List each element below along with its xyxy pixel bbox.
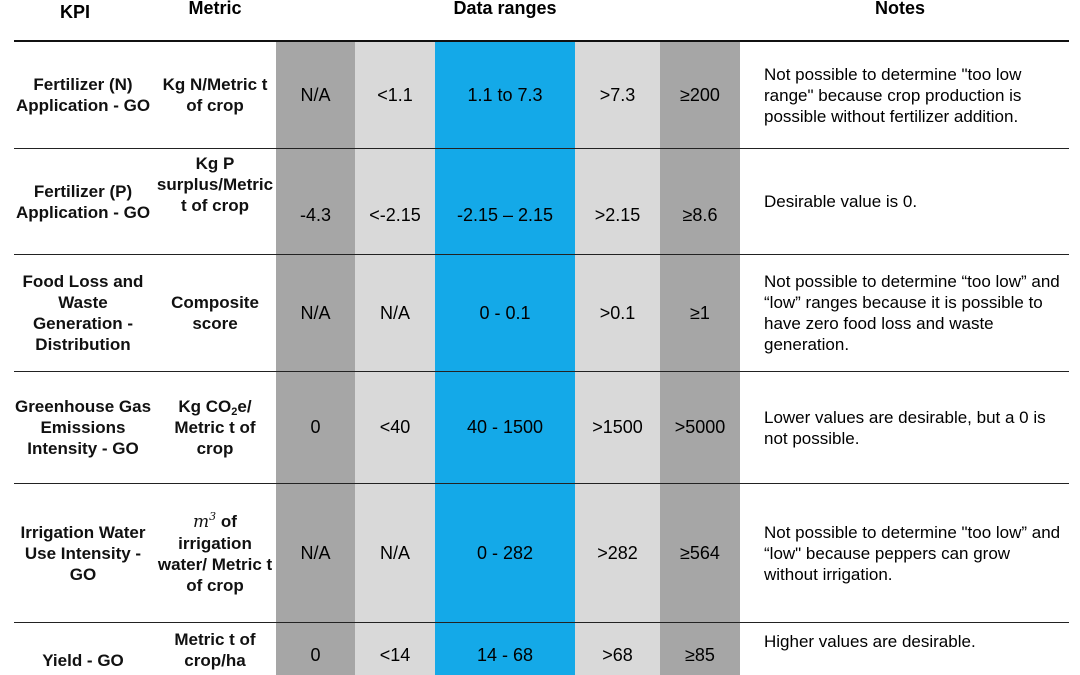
range-cell-1: N/A [276,484,355,622]
range-cell-4: >0.1 [575,255,660,371]
range-cell-5: ≥200 [660,42,740,148]
metric-suffix: e/ Metric t of crop [174,397,256,458]
header-notes: Notes [874,0,925,18]
note-cell: Lower values are desirable, but a 0 is n… [764,407,1046,448]
range-cell-5: ≥85 [660,623,740,675]
kpi-cell: Food Loss and Waste Generation - Distrib… [22,272,144,354]
metric-cell: Kg CO2e/ Metric t of crop [155,372,275,483]
kpi-cell: Fertilizer (N) Application - GO [15,75,151,115]
range-cell-2: <14 [355,623,435,675]
range-cell-1: 0 [276,372,355,483]
header-metric: Metric [188,0,242,18]
metric-text: Kg CO2e/ Metric t of crop [155,396,275,459]
metric-rest: of irrigation water/ Metric t of crop [157,511,273,595]
table-row: Greenhouse Gas Emissions Intensity - GO … [0,372,1080,483]
header-kpi: KPI [59,1,90,22]
kpi-cell: Greenhouse Gas Emissions Intensity - GO [14,397,152,458]
range-cell-5: ≥1 [660,255,740,371]
table-row: Yield - GO Metric t of crop/ha 0 <14 14 … [0,623,1080,675]
range-cell-1: N/A [276,255,355,371]
range-cell-5: >5000 [660,372,740,483]
range-cell-4: >68 [575,623,660,675]
range-cell-4: >1500 [575,372,660,483]
range-cell-2: <-2.15 [355,149,435,254]
range-cell-5: ≥564 [660,484,740,622]
kpi-cell: Fertilizer (P) Application - GO [15,181,151,222]
header-data-ranges: Data ranges [453,0,557,18]
metric-subscript: 2 [231,406,238,418]
metric-cell: Composite score [171,293,259,333]
row-divider [14,622,1069,623]
metric-cell: Kg P surplus/Metric t of crop [156,154,274,215]
range-cell-desirable: 0 - 282 [435,484,575,622]
range-cell-desirable: 14 - 68 [435,623,575,675]
range-cell-4: >7.3 [575,42,660,148]
note-cell: Higher values are desirable. [764,632,976,651]
table-row: Food Loss and Waste Generation - Distrib… [0,255,1080,371]
note-cell: Desirable value is 0. [764,192,918,211]
kpi-cell: Irrigation Water Use Intensity - GO [20,522,146,584]
table-row: Fertilizer (N) Application - GO Kg N/Met… [0,42,1080,148]
range-cell-2: N/A [355,484,435,622]
metric-text: m3 of irrigation water/ Metric t of crop [155,511,275,596]
note-cell: Not possible to determine "too low” and … [764,522,1061,584]
range-cell-2: <1.1 [355,42,435,148]
range-cell-2: <40 [355,372,435,483]
row-divider [14,148,1069,149]
table-row: Fertilizer (P) Application - GO Kg P sur… [0,149,1080,254]
metric-cell: m3 of irrigation water/ Metric t of crop [155,484,275,622]
range-cell-desirable: 1.1 to 7.3 [435,42,575,148]
metric-prefix: Kg CO [178,397,232,416]
range-cell-1: N/A [276,42,355,148]
table-row: Irrigation Water Use Intensity - GO m3 o… [0,484,1080,622]
note-cell: Not possible to determine “too low” and … [764,272,1060,354]
range-cell-1: 0 [276,623,355,675]
row-divider [14,371,1069,372]
range-cell-1: -4.3 [276,149,355,254]
range-cell-5: ≥8.6 [660,149,740,254]
range-cell-4: >2.15 [575,149,660,254]
metric-cell: Kg N/Metric t of crop [162,75,268,115]
kpi-cell: Yield - GO [42,650,124,670]
range-cell-4: >282 [575,484,660,622]
header-divider [14,40,1069,42]
metric-symbol: m [193,511,210,532]
metric-superscript: 3 [209,509,217,523]
range-cell-desirable: -2.15 – 2.15 [435,149,575,254]
note-cell: Not possible to determine "too low range… [764,64,1022,126]
row-divider [14,483,1069,484]
range-cell-desirable: 40 - 1500 [435,372,575,483]
row-divider [14,254,1069,255]
metric-cell: Metric t of crop/ha [174,630,256,670]
range-cell-2: N/A [355,255,435,371]
range-cell-desirable: 0 - 0.1 [435,255,575,371]
